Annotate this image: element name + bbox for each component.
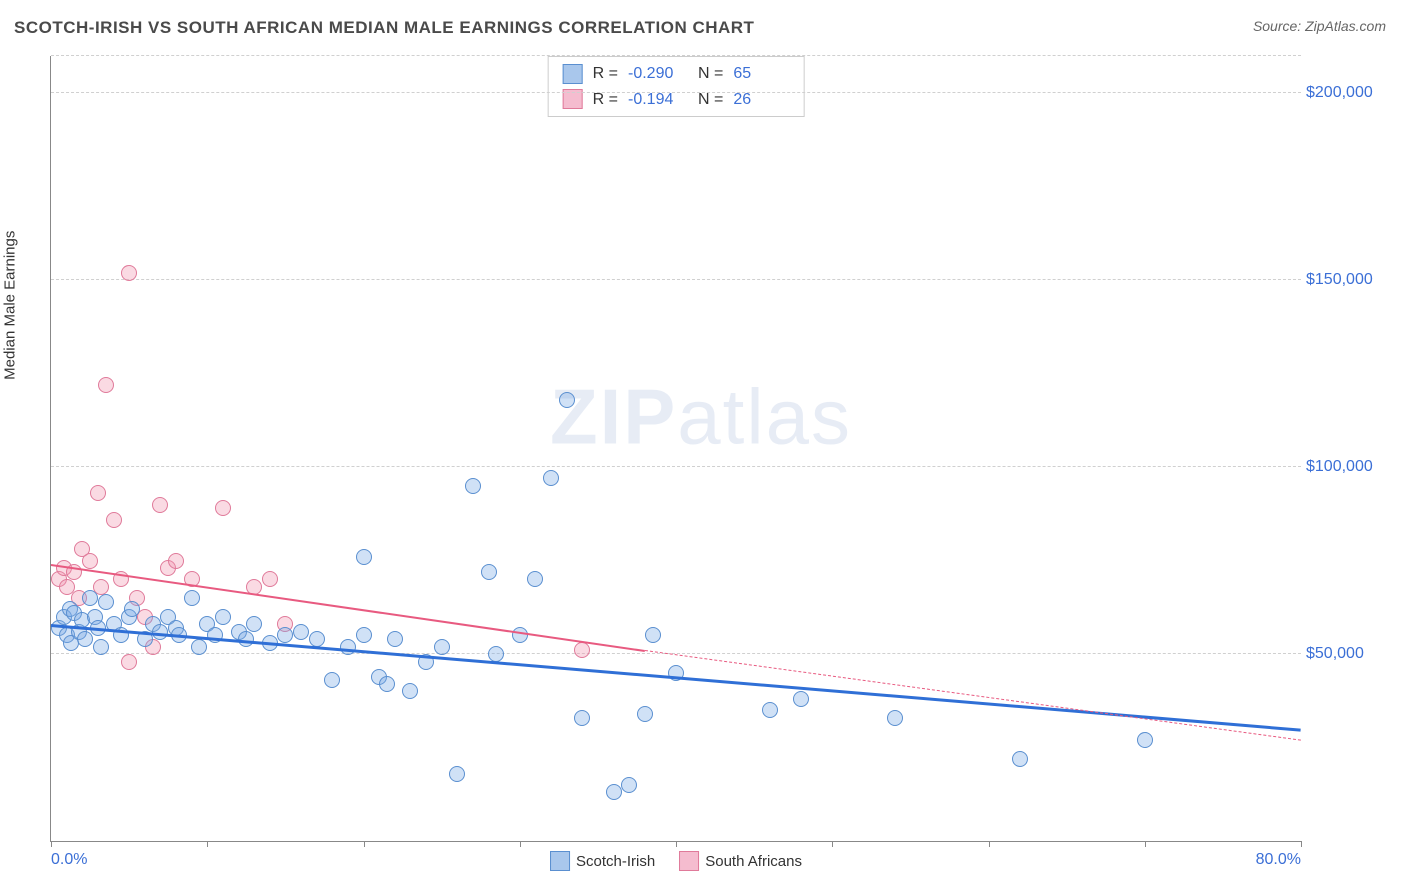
data-point-scotch_irish [184,590,200,606]
data-point-scotch_irish [762,702,778,718]
data-point-scotch_irish [465,478,481,494]
data-point-south_africans [121,265,137,281]
data-point-scotch_irish [488,646,504,662]
data-point-scotch_irish [637,706,653,722]
x-tick [832,841,833,847]
data-point-scotch_irish [82,590,98,606]
gridline [51,466,1301,467]
x-tick [520,841,521,847]
legend-r-value: -0.290 [628,61,684,87]
data-point-scotch_irish [191,639,207,655]
swatch-scotch-irish [563,64,583,84]
x-tick [364,841,365,847]
gridline [51,92,1301,93]
data-point-scotch_irish [606,784,622,800]
data-point-scotch_irish [793,691,809,707]
data-point-scotch_irish [481,564,497,580]
data-point-scotch_irish [887,710,903,726]
data-point-scotch_irish [574,710,590,726]
data-point-scotch_irish [356,627,372,643]
data-point-scotch_irish [512,627,528,643]
x-tick [51,841,52,847]
x-tick-label: 0.0% [51,851,87,869]
legend-item-scotch-irish: Scotch-Irish [550,851,655,871]
data-point-scotch_irish [277,627,293,643]
legend-n-label: N = [698,87,723,113]
data-point-scotch_irish [449,766,465,782]
data-point-south_africans [215,500,231,516]
data-point-scotch_irish [402,683,418,699]
data-point-south_africans [82,553,98,569]
legend-row-south-africans: R = -0.194 N = 26 [563,87,790,113]
source-attribution: Source: ZipAtlas.com [1253,18,1386,34]
legend-item-south-africans: South Africans [679,851,802,871]
data-point-scotch_irish [543,470,559,486]
data-point-scotch_irish [309,631,325,647]
data-point-south_africans [106,512,122,528]
data-point-south_africans [90,485,106,501]
data-point-south_africans [168,553,184,569]
legend-n-label: N = [698,61,723,87]
legend-label: South Africans [705,853,802,870]
chart-container: SCOTCH-IRISH VS SOUTH AFRICAN MEDIAN MAL… [0,0,1406,892]
swatch-south-africans [679,851,699,871]
correlation-legend: R = -0.290 N = 65 R = -0.194 N = 26 [548,56,805,117]
x-tick-label: 80.0% [1256,851,1301,869]
x-tick [207,841,208,847]
legend-r-label: R = [593,61,618,87]
data-point-south_africans [152,497,168,513]
y-tick-label: $150,000 [1306,271,1396,289]
x-tick [676,841,677,847]
data-point-south_africans [262,571,278,587]
data-point-scotch_irish [559,392,575,408]
data-point-scotch_irish [356,549,372,565]
legend-label: Scotch-Irish [576,853,655,870]
legend-n-value: 26 [733,87,789,113]
data-point-scotch_irish [293,624,309,640]
data-point-scotch_irish [324,672,340,688]
y-axis-label: Median Male Earnings [2,231,19,380]
data-point-scotch_irish [387,631,403,647]
data-point-south_africans [121,654,137,670]
data-point-south_africans [98,377,114,393]
data-point-scotch_irish [93,639,109,655]
data-point-scotch_irish [434,639,450,655]
legend-row-scotch-irish: R = -0.290 N = 65 [563,61,790,87]
y-tick-label: $50,000 [1306,645,1396,663]
data-point-scotch_irish [1012,751,1028,767]
data-point-scotch_irish [207,627,223,643]
legend-n-value: 65 [733,61,789,87]
data-point-scotch_irish [77,631,93,647]
data-point-scotch_irish [246,616,262,632]
data-point-south_africans [574,642,590,658]
trend-line-scotch_irish [51,624,1301,731]
data-point-scotch_irish [215,609,231,625]
data-point-scotch_irish [152,624,168,640]
gridline [51,279,1301,280]
data-point-scotch_irish [340,639,356,655]
data-point-scotch_irish [379,676,395,692]
data-point-scotch_irish [621,777,637,793]
chart-title: SCOTCH-IRISH VS SOUTH AFRICAN MEDIAN MAL… [14,18,754,38]
data-point-scotch_irish [98,594,114,610]
legend-r-label: R = [593,87,618,113]
x-tick [989,841,990,847]
y-tick-label: $100,000 [1306,458,1396,476]
gridline [51,55,1301,56]
data-point-scotch_irish [645,627,661,643]
swatch-scotch-irish [550,851,570,871]
data-point-scotch_irish [1137,732,1153,748]
series-legend: Scotch-Irish South Africans [550,851,802,871]
plot-area: ZIPatlas R = -0.290 N = 65 R = -0.194 N … [50,56,1301,842]
y-tick-label: $200,000 [1306,84,1396,102]
x-tick [1145,841,1146,847]
data-point-scotch_irish [527,571,543,587]
x-tick [1301,841,1302,847]
trend-line-dashed-south_africans [645,650,1301,741]
data-point-scotch_irish [124,601,140,617]
legend-r-value: -0.194 [628,87,684,113]
watermark: ZIPatlas [550,372,852,463]
